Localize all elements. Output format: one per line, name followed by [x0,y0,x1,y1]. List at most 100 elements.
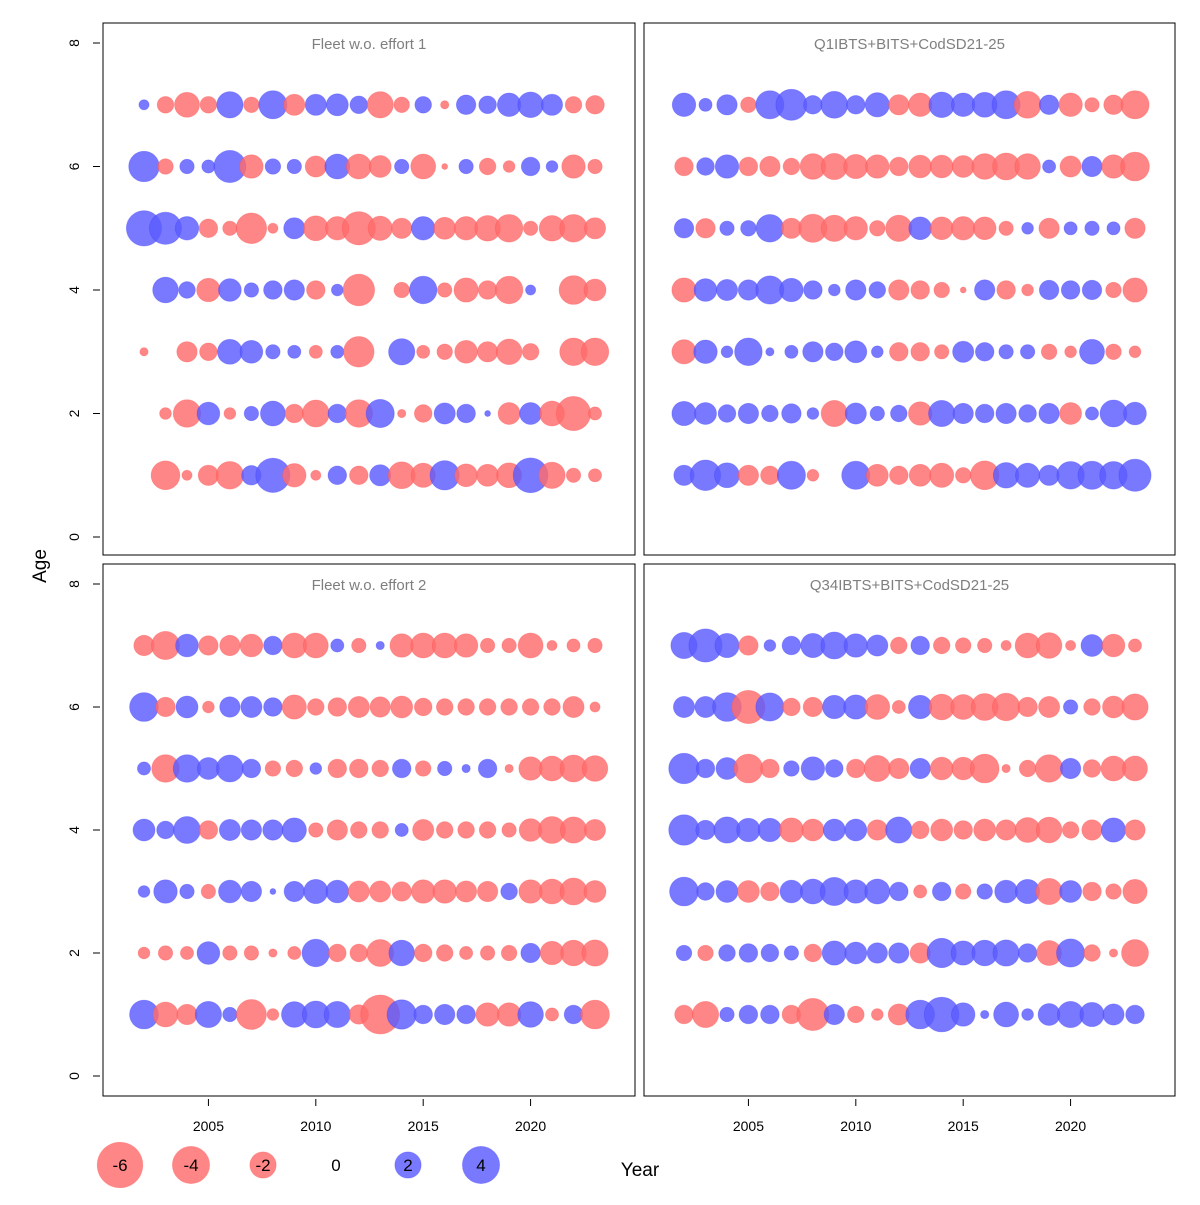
bubble-age2-2009 [284,403,305,424]
bubble-age5-2020 [518,756,543,781]
bubble-age1-2016 [980,1009,990,1020]
x-tick-label: 2010 [840,1118,871,1134]
bubble-age4-2003 [156,820,175,840]
bubble-age2-2007 [783,945,800,961]
bubble-age1-2009 [282,463,307,488]
bubble-age6-2006 [759,155,781,178]
legend-label: -2 [255,1156,270,1175]
bubble-age4-2015 [412,819,435,842]
bubble-age5-2017 [461,763,471,774]
panel-3: Fleet w.o. effort 2 [102,563,636,1097]
bubble-age3-2003 [693,339,718,364]
bubble-age3-2014 [934,344,950,360]
bubble-age1-2011 [865,463,889,487]
bubble-age1-2018 [475,1002,500,1027]
bubble-age3-2007 [779,879,804,904]
bubble-age4-2009 [281,817,307,843]
panel-2: Q1IBTS+BITS+CodSD21-25 [643,22,1176,556]
bubble-age6-2005 [738,156,759,177]
bubble-age6-2004 [175,695,199,719]
bubble-age1-2023 [1118,458,1152,492]
bubble-age7-2005 [740,96,757,113]
bubble-age6-2007 [239,154,264,179]
bubble-age4-2020 [525,284,537,296]
bubble-age2-2018 [1017,943,1038,963]
bubble-age2-2015 [413,404,433,423]
bubble-age5-2019 [1034,754,1064,783]
bubble-age6-2015 [410,153,437,180]
bubble-age2-2020 [519,402,542,425]
bubble-age6-2012 [889,156,909,177]
bubble-age7-2014 [928,91,955,119]
bubble-age6-2006 [755,692,785,722]
x-tick-label: 2015 [408,1118,439,1134]
bubble-age4-2023 [1122,277,1148,303]
bubble-age7-2014 [389,633,414,658]
x-axis-left: 2005 2010 2015 2020 [193,1099,546,1134]
bubble-age7-2012 [351,637,367,654]
bubble-age7-2010 [302,632,329,659]
bubble-age2-2004 [717,404,737,423]
x-tick-label: 2015 [948,1118,979,1134]
bubble-age6-2021 [545,160,559,173]
bubble-age7-2017 [1000,640,1012,651]
bubble-age2-2002 [137,946,151,960]
bubble-age3-2005 [734,337,763,366]
bubble-age6-2020 [1059,155,1082,178]
bubble-age6-2020 [1063,699,1079,715]
bubble-age6-2007 [782,157,801,176]
bubble-age1-2017 [456,1004,476,1025]
bubble-age5-2016 [969,753,1000,784]
bubble-age5-2014 [391,217,413,239]
bubble-age7-2019 [1035,632,1063,659]
bubble-age4-2012 [342,273,376,307]
bubble-age7-2003 [698,97,713,112]
bubble-age1-2005 [737,464,759,486]
bubble-age4-2020 [1060,280,1081,300]
bubble-age6-2016 [435,698,454,716]
bubble-age5-2023 [1124,217,1146,239]
bubble-age6-2008 [264,158,282,175]
bubble-age3-2009 [287,344,302,359]
bubble-age2-2005 [196,401,221,426]
bubble-age6-2019 [502,160,516,173]
y-tick-label: 4 [66,826,82,834]
bubble-age5-2017 [453,216,479,241]
bubble-age3-2019 [1035,877,1063,906]
bubble-age2-2013 [365,398,395,428]
bubble-age1-2010 [847,1005,865,1024]
bubble-age6-2013 [369,696,391,718]
bubble-age6-2003 [155,696,176,718]
bubble-age7-2022 [1103,94,1124,115]
bubble-age5-2002 [673,218,695,239]
bubble-age5-2018 [477,758,498,779]
bubble-age6-2017 [458,158,474,175]
bubble-age4-2007 [243,282,259,298]
bubble-age5-2010 [843,216,868,241]
bubble-age5-2023 [1122,755,1148,782]
bubble-age2-2011 [327,403,348,424]
bubble-age7-2019 [496,92,522,117]
bubble-age4-2016 [974,279,996,301]
bubble-age6-2014 [929,154,954,179]
bubble-age2-2003 [157,945,174,961]
bubble-age6-2005 [202,700,215,714]
bubble-age3-2011 [864,878,891,905]
bubble-age4-2016 [435,821,454,839]
bubble-age2-2010 [301,938,330,968]
bubble-age3-2005 [199,342,218,362]
bubble-age3-2016 [976,883,993,900]
bubble-age3-2021 [1079,338,1105,365]
panel-1: Fleet w.o. effort 1 [102,22,636,556]
bubble-age2-2010 [844,941,868,965]
bubble-age7-2008 [803,95,823,115]
bubble-age1-2015 [955,467,972,484]
bubble-age2-2009 [287,946,302,960]
bubble-age4-2006 [218,819,241,842]
bubble-age3-2008 [265,344,281,360]
bubble-age4-2022 [1100,817,1127,843]
bubble-age6-2008 [263,697,283,717]
bubble-age2-2012 [890,404,908,423]
bubble-age1-2019 [496,1002,522,1027]
